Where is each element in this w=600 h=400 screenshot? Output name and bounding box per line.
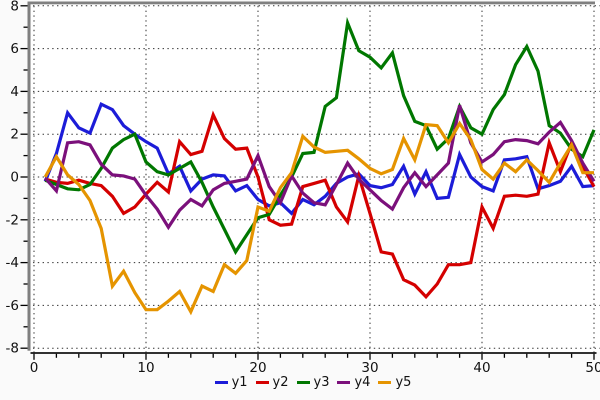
legend-item-y5: y5	[378, 375, 411, 390]
series-line-y2	[44, 110, 596, 300]
legend-label-y4: y4	[354, 375, 371, 390]
frame-top	[27, 1, 595, 5]
series-line-y3	[44, 16, 596, 256]
x-tick-label: 50	[585, 360, 600, 376]
legend-label-y1: y1	[231, 375, 248, 390]
series-line-y5	[43, 120, 594, 316]
legend-item-y1: y1	[214, 375, 248, 390]
y-tick-label: -2	[6, 212, 19, 228]
y-tick-label: 8	[10, 0, 19, 14]
y-tick-label: 6	[10, 41, 19, 57]
y-tick-label: -8	[6, 341, 19, 357]
y-tick-label: 0	[10, 170, 19, 186]
x-tick-label: 30	[361, 360, 378, 376]
legend-label-y5: y5	[395, 375, 412, 390]
legend: y1 y2 y3 y4 y5	[0, 375, 600, 390]
y-tick-label: -4	[6, 255, 19, 271]
legend-swatch-y4	[337, 381, 351, 384]
legend-label-y2: y2	[272, 375, 289, 390]
y-tick-label: 2	[10, 127, 19, 143]
x-tick-label: 20	[249, 360, 266, 376]
legend-swatch-y2	[255, 381, 269, 384]
legend-swatch-y3	[296, 381, 310, 384]
frame-left	[27, 1, 31, 351]
x-tick-label: 0	[30, 360, 39, 376]
x-axis-line	[30, 352, 597, 354]
y-tick-label: 4	[10, 84, 19, 100]
y-tick-label: -6	[6, 298, 19, 314]
legend-swatch-y5	[378, 381, 392, 384]
legend-label-y3: y3	[313, 375, 330, 390]
plot-background	[31, 2, 600, 353]
x-tick-label: 40	[473, 360, 490, 376]
legend-item-y3: y3	[296, 375, 330, 390]
legend-swatch-y1	[214, 381, 228, 384]
legend-item-y4: y4	[337, 375, 370, 390]
series-line-y4	[43, 104, 596, 231]
x-tick-label: 10	[137, 360, 154, 376]
legend-item-y2: y2	[255, 375, 289, 390]
